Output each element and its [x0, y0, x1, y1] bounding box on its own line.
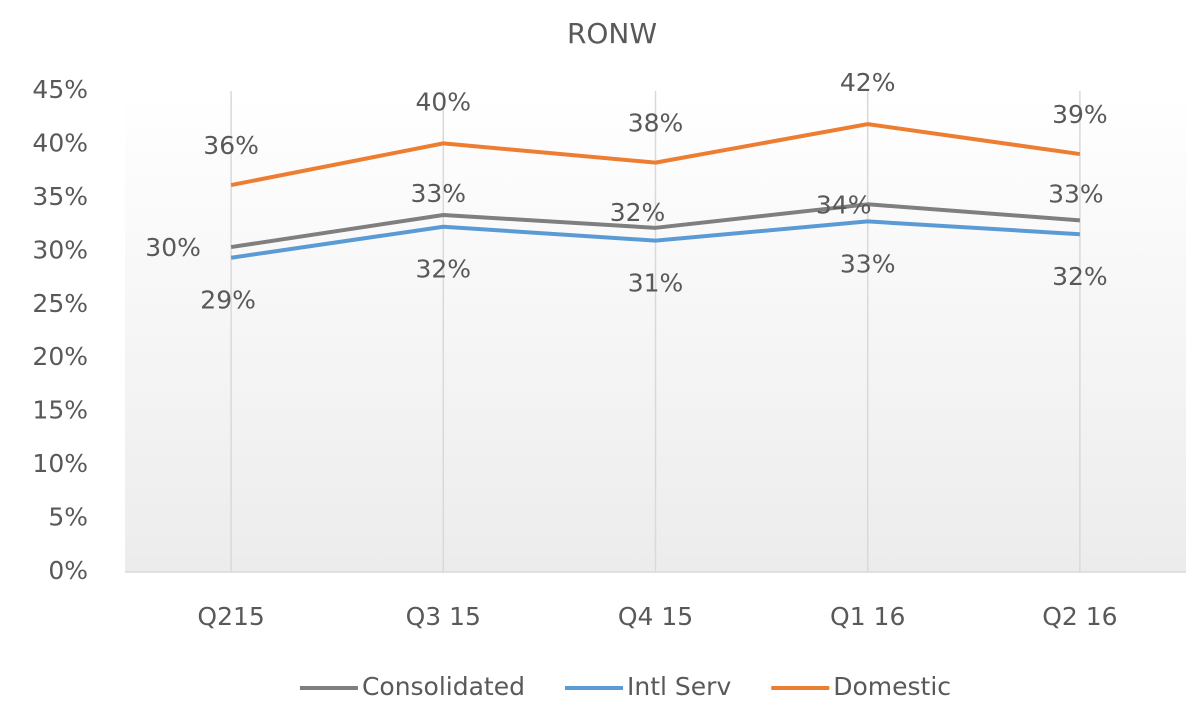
data-label: 33% [1048, 179, 1104, 208]
data-label: 38% [628, 109, 684, 138]
y-tick-label: 15% [32, 396, 88, 425]
series-line [230, 202, 1081, 250]
data-label: 32% [610, 198, 666, 227]
y-tick-label: 10% [32, 449, 88, 478]
data-label: 32% [1052, 262, 1108, 291]
data-label: 40% [416, 87, 472, 116]
data-label: 31% [628, 269, 684, 298]
y-tick-label: 20% [32, 342, 88, 371]
x-tick-label: Q215 [197, 602, 264, 631]
y-tick-label: 30% [32, 235, 88, 264]
y-tick-label: 0% [48, 556, 88, 585]
chart-title: RONW [567, 17, 657, 50]
data-label: 33% [411, 179, 467, 208]
y-tick-label: 25% [32, 289, 88, 318]
legend-label: Intl Serv [627, 672, 731, 701]
data-label: 33% [840, 249, 896, 278]
x-tick-label: Q2 16 [1042, 602, 1117, 631]
data-label: 30% [145, 233, 201, 262]
series-line [230, 219, 1081, 260]
y-tick-label: 45% [32, 75, 88, 104]
x-tick-label: Q4 15 [618, 602, 693, 631]
legend-label: Consolidated [362, 672, 525, 701]
x-tick-label: Q3 15 [406, 602, 481, 631]
data-label: 42% [840, 68, 896, 97]
series-line [230, 122, 1081, 188]
y-tick-label: 5% [48, 503, 88, 532]
x-tick-label: Q1 16 [830, 602, 905, 631]
y-tick-label: 40% [32, 128, 88, 157]
data-label: 32% [416, 255, 472, 284]
data-label: 36% [203, 131, 259, 160]
data-label: 29% [200, 286, 256, 315]
data-label: 39% [1052, 100, 1108, 129]
legend-label: Domestic [833, 672, 951, 701]
data-label: 34% [816, 190, 872, 219]
y-tick-label: 35% [32, 182, 88, 211]
